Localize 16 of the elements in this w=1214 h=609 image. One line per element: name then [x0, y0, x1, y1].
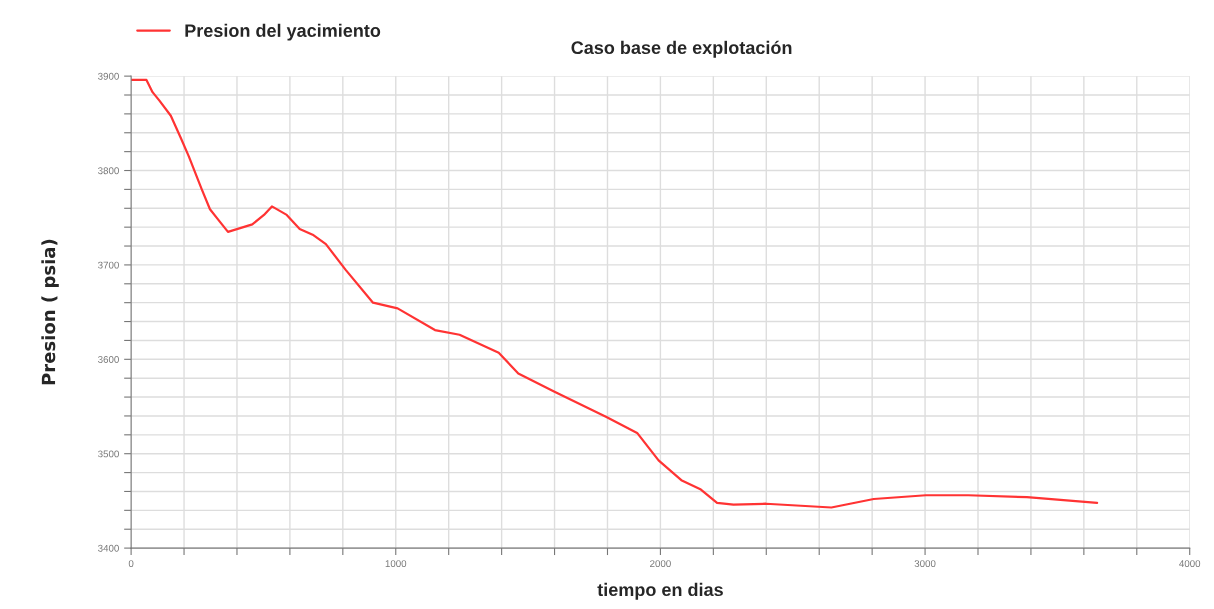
y-axis-title: Presion ( psia): [41, 239, 59, 385]
y-tick-label: 3600: [98, 356, 119, 363]
x-tick-label: 2000: [650, 560, 671, 568]
legend-label: Presion del yacimiento: [185, 23, 381, 41]
x-axis-title: tiempo en dias: [597, 582, 723, 600]
y-tick-label: 3500: [98, 450, 119, 458]
y-tick-label: 3400: [98, 544, 119, 552]
line-series: [131, 78, 1099, 509]
y-tick-label: 3800: [98, 167, 119, 175]
x-tick-label: 4000: [1179, 560, 1201, 568]
x-tick-label: 0: [128, 560, 134, 568]
y-tick-label: 3900: [98, 72, 119, 80]
x-tick-label: 3000: [914, 560, 936, 568]
chart-title: Caso base de explotación: [571, 40, 792, 58]
x-tick-label: 1000: [385, 560, 407, 568]
y-tick-label: 3700: [98, 261, 119, 269]
